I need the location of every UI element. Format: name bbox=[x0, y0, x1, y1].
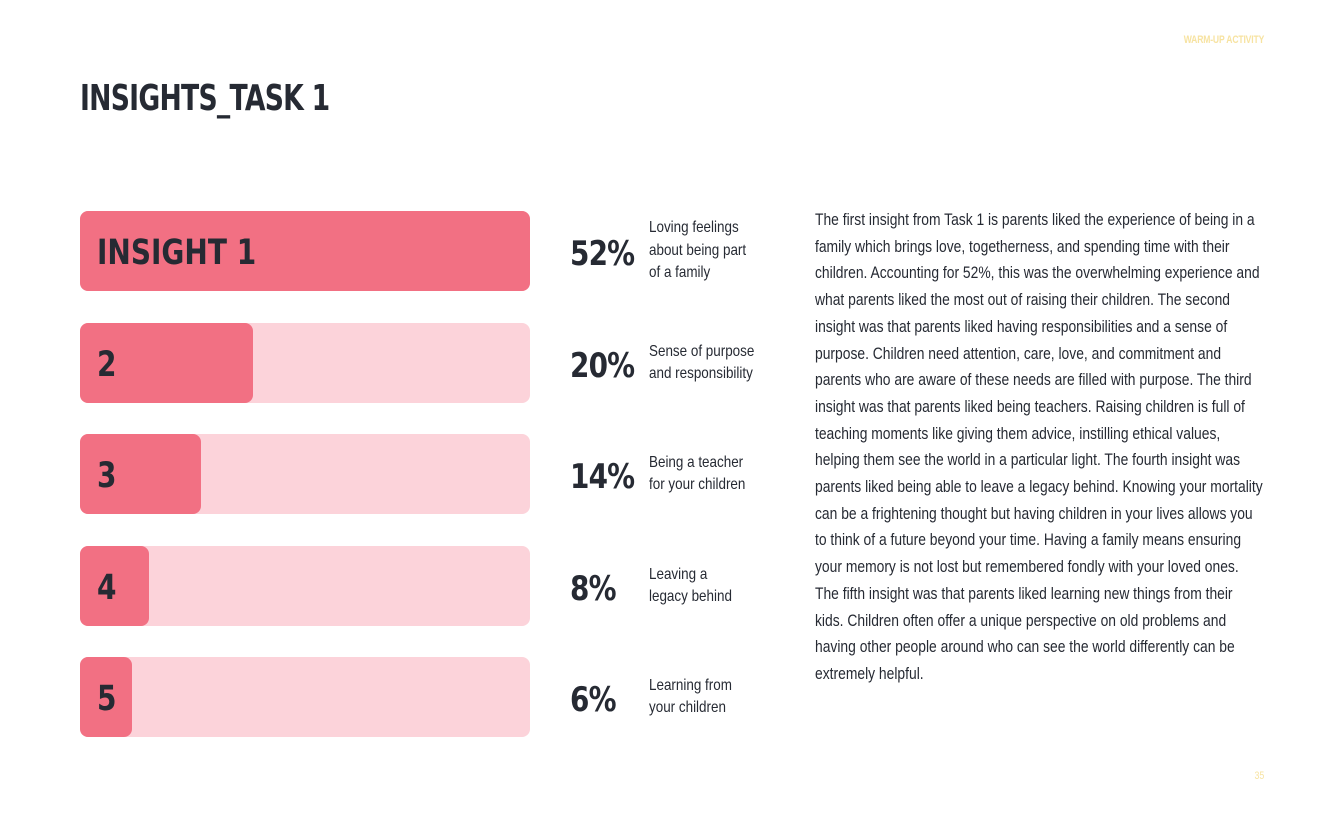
bar-2 bbox=[80, 323, 253, 403]
percent-label: 8% bbox=[570, 569, 617, 609]
insights-bar-chart: INSIGHT 1 52% Loving feelings about being … bbox=[80, 211, 780, 741]
bar-track bbox=[80, 323, 530, 403]
bar-label: INSIGHT 1 bbox=[97, 233, 257, 273]
percent-label: 14% bbox=[570, 457, 635, 497]
page-title: INSIGHTS_TASK 1 bbox=[80, 78, 330, 119]
bar-track bbox=[80, 657, 530, 737]
insight-description: Sense of purpose and responsibility bbox=[649, 323, 799, 403]
bar-4 bbox=[80, 546, 149, 626]
insight-description-text: Loving feelings about being part of a fa… bbox=[649, 219, 747, 282]
percent-label: 52% bbox=[570, 234, 635, 274]
insight-description: Leaving a legacy behind bbox=[649, 546, 799, 626]
insight-description-text: Being a teacher for your children bbox=[649, 453, 746, 494]
bar-row-1: INSIGHT 1 52% Loving feelings about being … bbox=[80, 211, 770, 291]
bar-3 bbox=[80, 434, 201, 514]
insight-description-text: Leaving a legacy behind bbox=[649, 565, 732, 606]
insight-description: Learning from your children bbox=[649, 657, 799, 737]
bar-row-5: 5 6% Learning from your children bbox=[80, 657, 770, 737]
bar-row-2: 2 20% Sense of purpose and responsibility bbox=[80, 323, 770, 403]
bar-label: 5 bbox=[97, 679, 117, 719]
percent-label: 6% bbox=[570, 680, 617, 720]
bar-row-4: 4 8% Leaving a legacy behind bbox=[80, 546, 770, 626]
bar-label: 4 bbox=[97, 568, 117, 608]
bar-track bbox=[80, 434, 530, 514]
bar-track bbox=[80, 211, 530, 291]
section-tag: WARM-UP ACTIVITY bbox=[1183, 34, 1265, 46]
insight-description: Being a teacher for your children bbox=[649, 434, 799, 514]
bar-label: 2 bbox=[97, 345, 117, 385]
percent-label: 20% bbox=[570, 346, 635, 386]
insight-description-text: Learning from your children bbox=[649, 676, 732, 717]
bar-label: 3 bbox=[97, 456, 117, 496]
bar-1 bbox=[80, 211, 530, 291]
insight-description: Loving feelings about being part of a fa… bbox=[649, 211, 799, 291]
insights-paragraph: The first insight from Task 1 is parents… bbox=[815, 211, 1263, 683]
bar-5 bbox=[80, 657, 132, 737]
insight-description-text: Sense of purpose and responsibility bbox=[649, 342, 755, 383]
bar-row-3: 3 14% Being a teacher for your children bbox=[80, 434, 770, 514]
bar-track bbox=[80, 546, 530, 626]
page-number: 35 bbox=[1254, 770, 1264, 782]
